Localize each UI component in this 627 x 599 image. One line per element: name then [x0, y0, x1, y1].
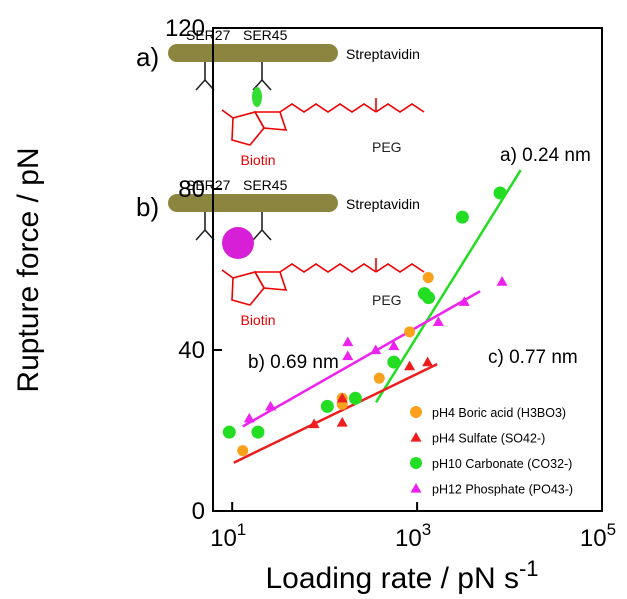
- ligand-label: Biotin: [240, 152, 275, 168]
- bond-marker: [252, 87, 262, 107]
- protein-bar: [168, 44, 338, 62]
- inset-b: Biotin PEG: [168, 194, 425, 328]
- x-tick-label: 103: [395, 520, 431, 552]
- data-point: [222, 425, 236, 439]
- legend-label: pH4 Boric acid (H3BO3): [432, 406, 566, 420]
- x-tick-base: 10: [395, 525, 422, 552]
- legend-label: pH12 Phosphate (PO43-): [432, 483, 573, 497]
- linker-label: PEG: [372, 139, 402, 155]
- y-axis-title: Rupture force / pN: [12, 147, 45, 392]
- data-point: [458, 296, 470, 306]
- data-point: [265, 400, 277, 411]
- inset-label: a): [136, 42, 159, 72]
- protein-label: Streptavidin: [346, 46, 420, 62]
- inset-a: Biotin PEG: [168, 44, 425, 168]
- carboxylates: [195, 212, 272, 241]
- legend-label: pH10 Carbonate (CO32-): [432, 457, 572, 471]
- data-point: [404, 360, 416, 371]
- data-point: [342, 336, 354, 347]
- legend-marker: [410, 483, 422, 493]
- data-point: [455, 210, 469, 224]
- annotation: c) 0.77 nm: [488, 347, 578, 368]
- data-point: [370, 344, 382, 355]
- protein-label: Streptavidin: [346, 196, 420, 212]
- data-point: [432, 316, 444, 326]
- x-tick-base: 10: [210, 525, 237, 552]
- fit-line: [242, 290, 481, 428]
- residue-label: SER45: [243, 27, 288, 43]
- data-point: [422, 356, 434, 367]
- y-tick-label: 120: [165, 15, 205, 42]
- y-tick-label: 80: [178, 176, 205, 203]
- data-point: [251, 425, 265, 439]
- data-point: [308, 418, 320, 429]
- data-point: [237, 445, 249, 457]
- data-point: [422, 291, 436, 305]
- residue-label: SER45: [243, 177, 288, 193]
- biotin: [221, 98, 425, 146]
- fit-line: [233, 362, 438, 464]
- data-point: [320, 399, 334, 413]
- x-tick-exponent: 3: [422, 520, 431, 539]
- fit-line: [375, 169, 522, 403]
- annotation: a) 0.24 nm: [500, 145, 591, 166]
- data-point: [336, 392, 348, 403]
- annotation: b) 0.69 nm: [248, 352, 339, 373]
- biotin: [221, 258, 425, 306]
- x-axis-title-exponent: -1: [519, 556, 539, 581]
- inset-label: b): [136, 192, 159, 222]
- data-point: [387, 355, 401, 369]
- x-tick-label: 101: [210, 520, 246, 552]
- residue-label: SER27: [186, 27, 231, 43]
- data-point: [373, 372, 385, 384]
- protein-bar: [168, 194, 338, 212]
- data-point: [348, 391, 362, 405]
- ligand-label: Biotin: [240, 312, 275, 328]
- x-axis-title-text: Loading rate / pN s: [265, 562, 519, 595]
- ion-marker: [222, 227, 254, 259]
- y-tick-label: 0: [192, 498, 205, 525]
- x-tick-label: 105: [580, 520, 616, 552]
- carboxylates: [195, 62, 272, 91]
- x-axis-title: Loading rate / pN s-1: [265, 556, 538, 595]
- data-point: [336, 416, 348, 427]
- data-point: [342, 350, 354, 361]
- legend-marker: [410, 406, 422, 418]
- y-tick-label: 40: [178, 337, 205, 364]
- x-tick-base: 10: [580, 525, 607, 552]
- data-point: [496, 276, 508, 286]
- plot-frame: [212, 27, 603, 512]
- data-point: [243, 412, 255, 423]
- x-tick-exponent: 5: [607, 520, 616, 539]
- data-point: [422, 272, 434, 284]
- linker-label: PEG: [372, 292, 402, 308]
- legend-label: pH4 Sulfate (SO42-): [432, 432, 545, 446]
- data-point: [493, 186, 507, 200]
- data-point: [388, 340, 400, 351]
- x-tick-exponent: 1: [237, 520, 246, 539]
- legend-marker: [410, 457, 422, 469]
- data-point: [404, 326, 416, 338]
- legend-marker: [410, 432, 422, 442]
